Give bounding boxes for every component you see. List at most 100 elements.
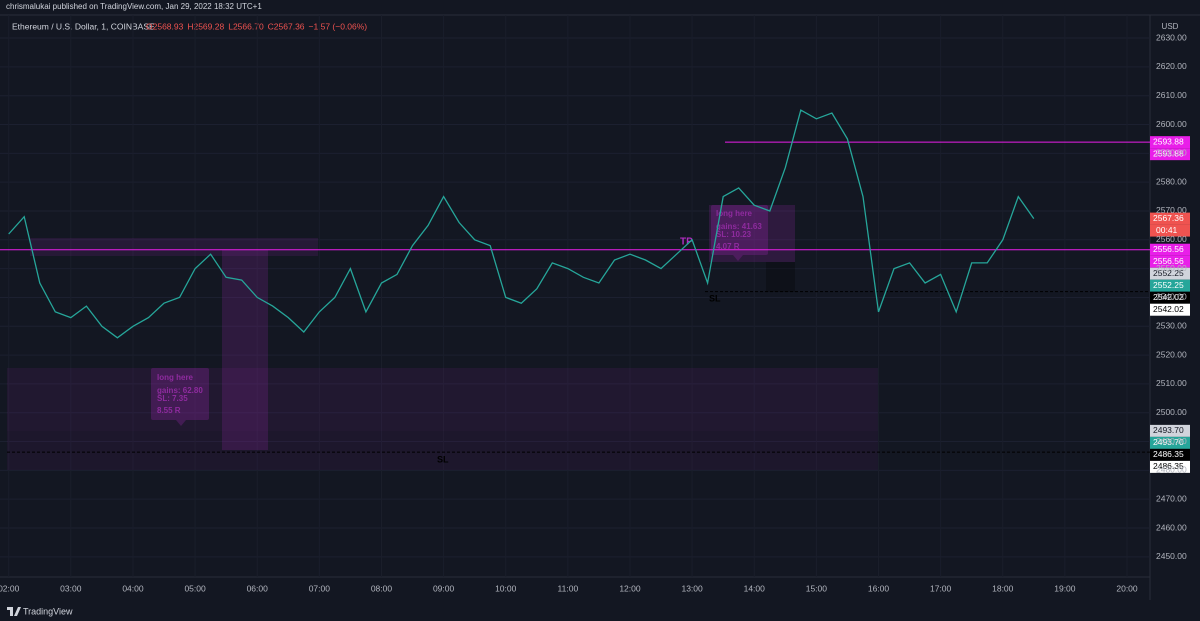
annotation: gains: 62.80 xyxy=(157,386,203,395)
price-marker-label: 2493.70 xyxy=(1153,437,1184,447)
x-tick-label: 12:00 xyxy=(619,583,641,593)
y-tick-label: 2570.00 xyxy=(1156,205,1187,215)
price-marker xyxy=(1150,279,1190,292)
x-tick-label: 15:00 xyxy=(806,583,828,593)
ohlc-value: C2567.36 xyxy=(268,21,305,31)
x-tick-label: 02:00 xyxy=(0,583,20,593)
price-marker xyxy=(1150,448,1190,461)
price-marker xyxy=(1150,136,1190,149)
stop-zone xyxy=(7,431,878,470)
countdown-bg xyxy=(1150,224,1190,237)
price-marker-label: 2593.88 xyxy=(1153,148,1184,158)
y-tick-label: 2560.00 xyxy=(1156,234,1187,244)
price-marker-label: 2542.02 xyxy=(1153,292,1184,302)
price-marker xyxy=(1150,424,1190,437)
price-marker xyxy=(1150,212,1190,225)
x-tick-label: 13:00 xyxy=(681,583,703,593)
countdown: 00:41 xyxy=(1156,225,1178,235)
price-line xyxy=(8,109,1035,339)
annotation: gains: 41.63 xyxy=(716,222,762,231)
x-tick-label: 14:00 xyxy=(744,583,766,593)
footer-brand: TradingView xyxy=(23,606,73,616)
tooltip-pointer xyxy=(176,420,186,426)
x-tick-label: 17:00 xyxy=(930,583,952,593)
y-tick-label: 2630.00 xyxy=(1156,32,1187,42)
price-marker-label: 2556.56 xyxy=(1153,244,1184,254)
x-tick-label: 10:00 xyxy=(495,583,517,593)
annotation: 4.07 R xyxy=(716,242,740,251)
sl-label: SL xyxy=(437,454,449,464)
stop-box xyxy=(766,262,795,292)
y-tick-label: 2610.00 xyxy=(1156,90,1187,100)
y-tick-label: 2460.00 xyxy=(1156,522,1187,532)
x-tick-label: 09:00 xyxy=(433,583,455,593)
y-tick-label: 2500.00 xyxy=(1156,407,1187,417)
price-marker xyxy=(1150,267,1190,280)
y-tick-label: 2470.00 xyxy=(1156,493,1187,503)
x-tick-label: 08:00 xyxy=(371,583,393,593)
price-marker xyxy=(1150,460,1190,473)
y-tick-label: 2600.00 xyxy=(1156,119,1187,129)
annotation: SL: 7.35 xyxy=(157,394,188,403)
publisher-header: chrismalukai published on TradingView.co… xyxy=(6,2,262,11)
x-tick-label: 04:00 xyxy=(122,583,144,593)
price-markers: 2593.88 2593.88 2567.36 00:41 2556.56 2556.56… xyxy=(1150,136,1190,473)
x-tick-label: 18:00 xyxy=(992,583,1014,593)
ohlc-value: O2568.93 xyxy=(146,21,184,31)
y-tick-label: 2580.00 xyxy=(1156,176,1187,186)
ohlc-value: −1.57 (−0.06%) xyxy=(309,21,368,31)
price-marker-label: 2486.35 xyxy=(1153,449,1184,459)
price-marker-label: 2552.25 xyxy=(1153,268,1184,278)
y-tick-label: 2590.00 xyxy=(1156,148,1187,158)
x-tick-label: 11:00 xyxy=(558,583,579,593)
x-tick-label: 19:00 xyxy=(1054,583,1076,593)
x-tick-label: 20:00 xyxy=(1116,583,1138,593)
price-marker-label: 2567.36 xyxy=(1153,213,1184,223)
price-marker xyxy=(1150,255,1190,268)
y-tick-label: 2510.00 xyxy=(1156,378,1187,388)
y-tick-label: 2490.00 xyxy=(1156,436,1187,446)
price-marker-label: 2593.88 xyxy=(1153,136,1184,146)
y-tick-label: 2540.00 xyxy=(1156,292,1187,302)
price-marker xyxy=(1150,243,1190,256)
y-tick-label: 2620.00 xyxy=(1156,61,1187,71)
tradingview-logo xyxy=(7,607,21,616)
price-marker xyxy=(1150,436,1190,449)
ohlc-value: L2566.70 xyxy=(228,21,264,31)
y-tick-label: 2530.00 xyxy=(1156,321,1187,331)
y-tick-label: 2480.00 xyxy=(1156,465,1187,475)
tooltip-box xyxy=(711,205,768,255)
x-tick-label: 05:00 xyxy=(184,583,206,593)
x-tick-label: 16:00 xyxy=(868,583,890,593)
price-marker-label: 2542.02 xyxy=(1153,304,1184,314)
plot xyxy=(0,109,1150,453)
position-box xyxy=(222,250,268,450)
position-box xyxy=(709,205,795,262)
price-marker-label: 2556.56 xyxy=(1153,256,1184,266)
tooltip-pointer xyxy=(733,255,743,261)
grid xyxy=(0,15,1150,577)
x-tick-label: 06:00 xyxy=(247,583,269,593)
currency-unit: USD xyxy=(1162,22,1179,31)
zone-box xyxy=(30,238,318,256)
symbol-title: Ethereum / U.S. Dollar, 1, COINBASE xyxy=(12,21,155,31)
sl-label: SL xyxy=(709,293,721,303)
x-tick-label: 07:00 xyxy=(309,583,331,593)
price-marker xyxy=(1150,291,1190,304)
ohlc-value: H2569.28 xyxy=(187,21,224,31)
annotation: long here xyxy=(157,373,194,382)
target-zone xyxy=(7,368,878,431)
price-marker xyxy=(1150,148,1190,161)
annotation: 8.55 R xyxy=(157,406,181,415)
tooltip-box xyxy=(151,368,209,420)
price-marker-label: 2493.70 xyxy=(1153,425,1184,435)
footer-bar xyxy=(0,600,1200,621)
ohlc-legend: O2568.93 H2569.28 L2566.70 C2567.36 −1.57 (−… xyxy=(146,21,367,31)
price-marker xyxy=(1150,303,1190,316)
tp-label: TP xyxy=(680,237,693,248)
y-tick-label: 2520.00 xyxy=(1156,349,1187,359)
x-tick-label: 03:00 xyxy=(60,583,82,593)
y-tick-label: 2550.00 xyxy=(1156,263,1187,273)
